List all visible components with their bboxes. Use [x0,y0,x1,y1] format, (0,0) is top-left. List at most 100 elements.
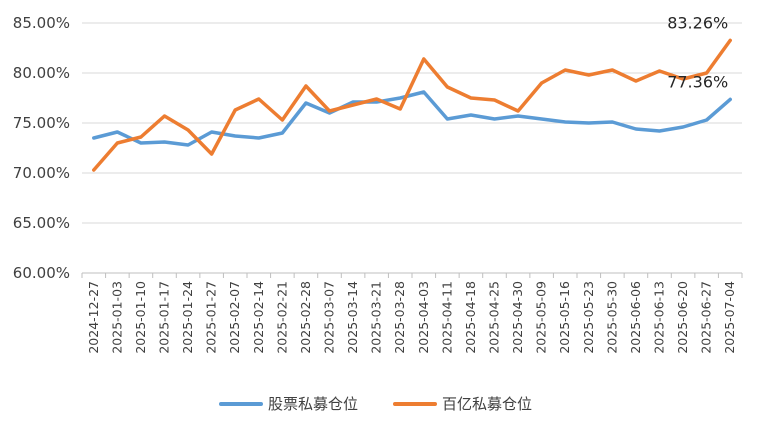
x-tick-label: 2025-05-23 [581,281,596,354]
data-point [375,100,379,104]
gridlines [82,22,742,274]
x-axis-tick-labels: 2024-12-27 2025-01-03 2025-01-10 2025-01-17… [81,273,743,354]
data-point [469,113,473,117]
x-tick-label: 2025-03-14 [345,281,360,354]
y-tick-label: 80.00% [13,64,70,82]
data-point [422,90,426,94]
data-point [540,81,544,85]
data-point [351,103,355,107]
y-tick-label: 75.00% [13,114,70,132]
data-point [493,98,496,102]
data-point [563,68,567,72]
data-point [610,68,614,72]
x-tick-label: 2025-03-21 [369,281,384,354]
data-point [587,73,591,77]
data-point [398,96,402,100]
x-tick-label: 2025-01-27 [204,281,219,354]
data-point [139,141,143,145]
x-tick-label: 2025-03-28 [392,281,407,354]
x-tick-label: 2025-03-07 [322,281,337,354]
data-point [351,100,355,104]
data-point [587,121,591,125]
y-axis-tick-labels: 60.00% 65.00% 70.00% 75.00% 80.00% 85.00% [13,14,70,282]
data-point [92,136,96,140]
data-point [163,140,166,144]
x-tick-label: 2025-02-14 [251,281,266,354]
data-point [257,97,261,101]
legend-label: 股票私募仓位 [268,395,358,413]
data-point [445,85,449,89]
x-tick-label: 2025-02-21 [274,281,289,354]
end-data-label: 77.36% [667,72,728,91]
data-point [610,120,614,124]
data-point [493,117,496,121]
x-tick-label: 2025-07-04 [722,281,737,354]
data-point [728,38,732,42]
x-tick-label: 2025-05-09 [534,281,549,354]
data-point [540,117,544,121]
data-point [634,79,638,83]
legend: 股票私募仓位 百亿私募仓位 [219,395,532,413]
x-tick-label: 2025-01-03 [109,281,124,354]
data-point [304,101,308,105]
data-point [92,168,96,172]
series-line-1 [92,90,732,147]
data-point [139,135,143,139]
data-point [328,109,331,113]
x-tick-label: 2025-05-30 [604,281,619,354]
x-tick-label: 2025-06-06 [628,281,643,354]
x-tick-label: 2025-04-30 [510,281,525,354]
data-point [728,97,732,101]
x-tick-label: 2025-01-17 [157,281,172,354]
data-point [705,71,709,75]
x-tick-label: 2025-01-24 [180,281,195,354]
y-tick-label: 60.00% [13,264,70,282]
data-point [210,130,214,134]
x-tick-label: 2025-06-13 [652,281,667,354]
x-tick-label: 2025-02-07 [227,281,242,354]
data-point [398,107,402,111]
y-tick-label: 70.00% [13,164,70,182]
x-tick-label: 2024-12-27 [86,281,101,354]
x-tick-label: 2025-04-18 [463,281,478,354]
data-point [516,114,520,118]
end-data-label: 83.26% [667,13,728,32]
x-tick-label: 2025-04-03 [416,281,431,354]
data-point [257,136,261,140]
data-labels: 77.36% 83.26% [667,13,728,91]
y-tick-label: 65.00% [13,214,70,232]
data-point [210,152,214,156]
data-point [280,131,284,135]
data-point [658,129,661,133]
data-point [422,57,426,61]
x-tick-label: 2025-04-11 [439,281,454,354]
data-point [681,125,685,129]
y-tick-label: 85.00% [13,14,70,32]
legend-label: 百亿私募仓位 [442,395,532,413]
data-point [634,127,638,131]
data-point [375,97,379,101]
data-point [681,77,685,81]
x-tick-label: 2025-02-28 [298,281,313,354]
data-point [233,108,237,112]
data-point [280,118,284,122]
x-tick-label: 2025-04-25 [487,281,502,354]
data-point [304,84,308,88]
data-point [516,109,520,113]
data-point [186,143,190,147]
series-line-2 [92,38,732,172]
data-point [658,69,661,73]
data-point [563,120,567,124]
series-lines [92,38,732,172]
data-point [705,118,709,122]
x-tick-label: 2025-06-27 [699,281,714,354]
x-tick-label: 2025-01-10 [133,281,148,354]
data-point [115,130,119,134]
x-tick-label: 2025-05-16 [557,281,572,354]
data-point [163,114,166,118]
data-point [186,128,190,132]
x-tick-label: 2025-06-20 [675,281,690,354]
data-point [233,134,237,138]
